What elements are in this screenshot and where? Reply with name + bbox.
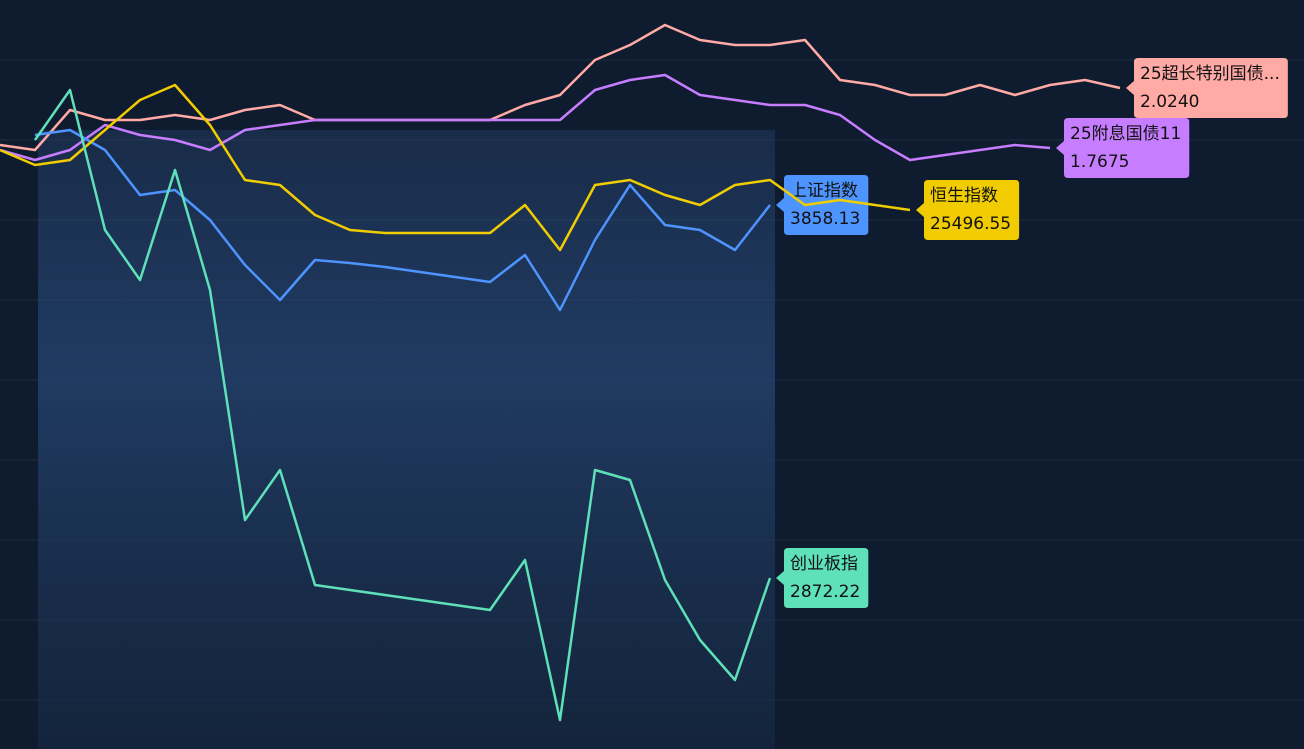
series-line [0,73,1051,162]
series-name: 上证指数 [790,181,858,201]
end-label-box [1056,118,1190,178]
series-name: 25超长特别国债... [1140,64,1280,84]
series-value: 2872.22 [790,582,860,602]
series-name: 创业板指 [790,554,858,574]
end-label-box [1126,58,1288,118]
series-name: 恒生指数 [930,186,998,206]
series-value: 1.7675 [1070,152,1129,172]
series-name: 25附息国债11 [1070,124,1181,144]
series-line [34,128,771,312]
end-label-box [776,175,869,235]
series-line [33,88,772,722]
series-value: 3858.13 [790,209,860,229]
series-value: 25496.55 [930,214,1011,234]
series-value: 2.0240 [1140,92,1199,112]
end-label-box [776,548,869,608]
series-line [0,23,1121,152]
end-label: 恒生指数 25496.55 [916,180,1020,240]
end-label-box [916,180,1020,240]
end-label: 上证指数 3858.13 [776,175,869,235]
series-line [0,83,911,252]
end-label: 25超长特别国债... 2.0240 [1126,58,1288,118]
end-label: 创业板指 2872.22 [776,548,869,608]
end-label: 25附息国债11 1.7675 [1056,118,1190,178]
